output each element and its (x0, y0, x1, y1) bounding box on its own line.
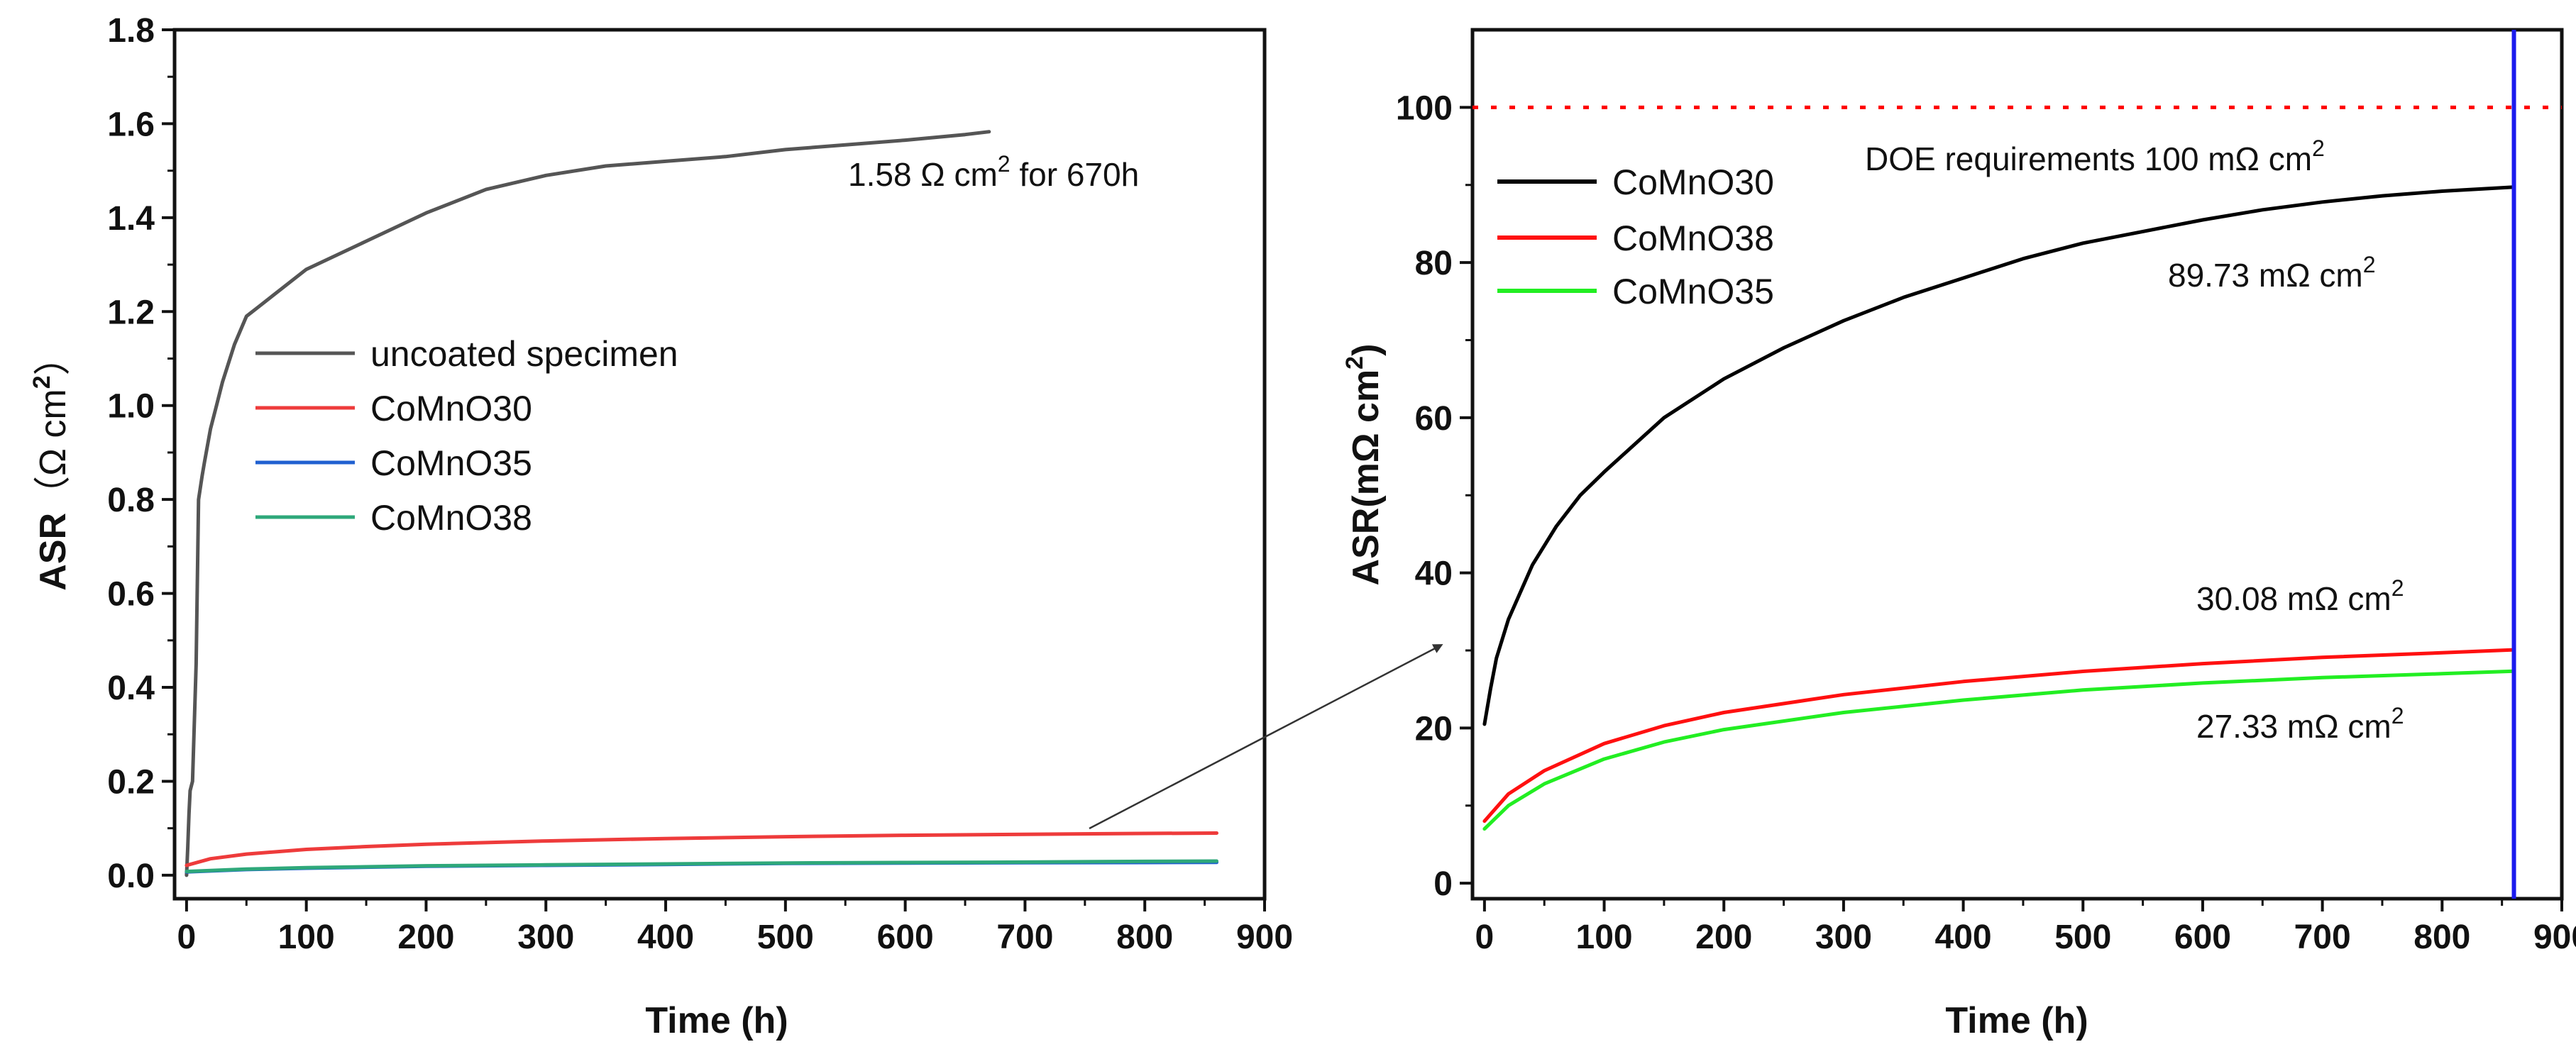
left-plot-frame (172, 28, 1267, 901)
x-tick-label: 300 (1815, 919, 1872, 956)
zoom-connector-arrow (1089, 644, 1443, 830)
y-tick-label: 20 (1415, 710, 1453, 748)
annotation-comno38-value: 30.08 mΩ cm2 (2196, 575, 2404, 617)
annotation-comno30-value: 89.73 mΩ cm2 (2168, 252, 2376, 294)
x-tick-label: 900 (2533, 919, 2576, 956)
y-tick-label: 0.0 (107, 858, 155, 895)
x-tick-label: 500 (2054, 919, 2111, 956)
x-tick-label: 800 (2413, 919, 2470, 956)
y-tick-label: 40 (1415, 555, 1453, 593)
x-tick-label: 200 (1695, 919, 1752, 956)
x-tick-label: 100 (1576, 919, 1633, 956)
left-axis-ticks: 0 100 200 300 400 500 600 700 800 900 0.0 0.2 0.4 0.6… (107, 12, 1293, 956)
y-tick-label: 60 (1415, 400, 1453, 438)
left-legend: uncoated specimen CoMnO30 CoMnO35 CoMnO3… (255, 334, 678, 538)
left-y-axis-title: ASR（Ω cm2） (28, 338, 74, 590)
y-tick-label: 0.4 (107, 670, 155, 707)
y-tick-label: 0 (1433, 865, 1453, 903)
y-tick-label: 0.6 (107, 576, 155, 614)
doe-reference-label: DOE requirements 100 mΩ cm2 (1865, 135, 2325, 177)
right-legend: CoMnO30 CoMnO38 CoMnO35 (1497, 162, 1774, 311)
series-line-comno38 (1482, 648, 2516, 824)
legend-label-comno35: CoMnO35 (370, 443, 532, 483)
y-tick-label: 0.8 (107, 482, 155, 519)
left-chart: 0 100 200 300 400 500 600 700 800 900 0.0 0.2 0.4 0.6… (28, 12, 1293, 1041)
y-tick-label: 1.4 (107, 200, 155, 238)
series-line-comno35 (1482, 669, 2516, 831)
left-series-group (185, 130, 1218, 877)
series-line-comno30 (185, 831, 1218, 867)
legend-label-comno38: CoMnO38 (370, 498, 532, 538)
right-axis-ticks: 0 100 200 300 400 500 600 700 800 900 0 20 40 60 80 100 (1396, 89, 2576, 956)
legend-label-uncoated: uncoated specimen (370, 334, 678, 374)
y-tick-label: 80 (1415, 245, 1453, 282)
x-tick-label: 700 (996, 919, 1053, 956)
right-y-axis-title: ASR(mΩ cm2) (1341, 344, 1387, 586)
annotation-comno35-value: 27.33 mΩ cm2 (2196, 703, 2404, 745)
y-tick-label: 1.6 (107, 106, 155, 143)
x-tick-label: 100 (278, 919, 335, 956)
x-tick-label: 0 (177, 919, 197, 956)
x-tick-label: 600 (2174, 919, 2231, 956)
y-tick-label: 0.2 (107, 763, 155, 801)
y-tick-label: 1.8 (107, 12, 155, 50)
y-tick-label: 1.0 (107, 388, 155, 426)
x-tick-label: 500 (757, 919, 814, 956)
right-plot-frame (1470, 28, 2564, 901)
right-chart: 0 100 200 300 400 500 600 700 800 900 0 20 40 60 80 100… (1341, 28, 2576, 1041)
y-tick-label: 100 (1396, 89, 1453, 127)
legend-label-comno38: CoMnO38 (1612, 218, 1774, 258)
x-tick-label: 400 (1935, 919, 1992, 956)
series-line-uncoated-specimen (185, 130, 991, 877)
x-tick-label: 300 (517, 919, 574, 956)
x-tick-label: 900 (1236, 919, 1293, 956)
y-tick-label: 1.2 (107, 294, 155, 331)
x-tick-label: 700 (2294, 919, 2351, 956)
legend-label-comno30: CoMnO30 (370, 389, 532, 428)
x-tick-label: 800 (1116, 919, 1173, 956)
x-tick-label: 200 (397, 919, 454, 956)
right-series-group (1482, 185, 2516, 831)
x-tick-label: 600 (877, 919, 934, 956)
series-line-comno30 (1482, 185, 2516, 726)
left-annotation-uncoated: 1.58 Ω cm2 for 670h (848, 151, 1139, 193)
x-tick-label: 0 (1475, 919, 1495, 956)
legend-label-comno35: CoMnO35 (1612, 272, 1774, 311)
x-tick-label: 400 (637, 919, 694, 956)
legend-label-comno30: CoMnO30 (1612, 162, 1774, 202)
series-line-comno38 (185, 859, 1218, 874)
right-x-axis-title: Time (h) (1945, 1000, 2088, 1041)
left-x-axis-title: Time (h) (645, 1000, 788, 1041)
